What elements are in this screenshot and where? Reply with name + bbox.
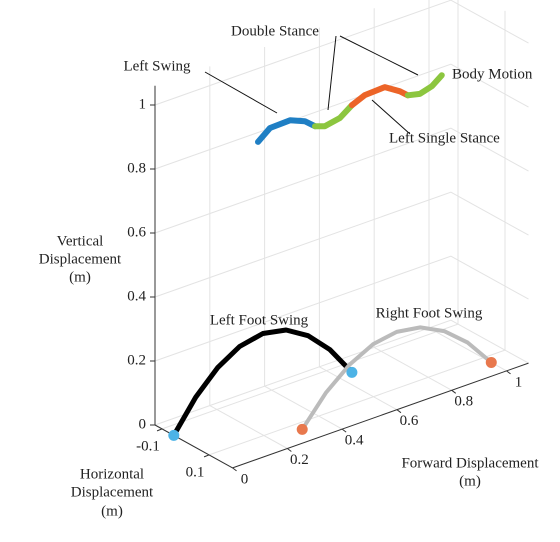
grid (154, 0, 529, 469)
annotation: Double Stance (231, 23, 319, 39)
y-tick-label: 0.1 (186, 464, 205, 480)
grid-line (318, 27, 398, 411)
trajectory (312, 102, 355, 130)
leader-line (204, 71, 278, 114)
x-tick-label: 0.6 (400, 413, 419, 429)
z-axis-label: Displacement (39, 251, 122, 267)
annotation-leaders (204, 35, 419, 135)
leader-line (371, 99, 411, 135)
x-tick-label: 0 (241, 471, 249, 487)
grid-line (161, 0, 459, 430)
leader-line (339, 35, 419, 76)
grid-line (154, 0, 529, 106)
trajectory (171, 327, 355, 438)
x-tick (506, 370, 511, 375)
point (168, 429, 180, 441)
trajectory (255, 117, 318, 145)
annotation: Left Swing (123, 58, 191, 74)
x-tick (287, 448, 292, 452)
z-axis-label: (m) (69, 269, 91, 285)
z-axis-label: Vertical (57, 233, 104, 249)
point (485, 356, 497, 368)
trajectory (349, 84, 411, 109)
x-tick (232, 467, 237, 472)
axes: 0 0.2 0.4 0.6 0.8 1 -0.1 0.1 0 0.2 0.4 0.6 0.8 1 (127, 85, 529, 487)
grid-line (373, 8, 453, 391)
x-tick-label: 0.4 (345, 433, 364, 449)
annotation: Left Foot Swing (210, 312, 309, 328)
x-tick (451, 389, 457, 394)
z-tick-label: 0.4 (127, 288, 146, 304)
z-tick-label: 0 (139, 416, 147, 432)
annotation: Body Motion (452, 66, 533, 82)
z-tick-label: 0.2 (127, 352, 146, 368)
annotation: Right Foot Swing (376, 305, 483, 321)
y-tick (203, 454, 210, 458)
y-tick-label: -0.1 (136, 438, 160, 454)
y-axis-label: Horizontal (80, 466, 144, 482)
annotation: Left Single Stance (389, 130, 500, 146)
x-tick (341, 428, 347, 433)
z-tick-label: 0.8 (127, 160, 146, 176)
trajectory (300, 325, 494, 432)
point (296, 423, 308, 435)
x-tick (396, 409, 402, 414)
point (346, 366, 358, 378)
grid-line (154, 319, 529, 426)
y-axis (154, 424, 233, 469)
grid-line (264, 47, 343, 430)
y-axis-label: Displacement (71, 484, 154, 500)
x-tick-label: 0.2 (290, 452, 309, 468)
grid-line (154, 127, 529, 234)
trajectory (404, 72, 445, 99)
z-tick-label: 0.6 (127, 224, 146, 240)
leader-line (327, 35, 337, 111)
y-tick (156, 428, 163, 432)
grid-line (154, 191, 529, 298)
marks (168, 72, 497, 441)
z-tick-label: 1 (139, 96, 147, 112)
x-axis (232, 362, 529, 469)
x-tick-label: 0.8 (454, 394, 473, 410)
grid-line (154, 255, 529, 362)
x-axis-label: (m) (459, 473, 481, 489)
x-tick-label: 1 (515, 374, 523, 390)
y-axis-label: (m) (101, 503, 123, 519)
grid-line (154, 85, 233, 469)
grid-line (154, 63, 529, 170)
x-axis-label: Forward Displacement (401, 455, 539, 471)
grid-line (209, 66, 288, 449)
